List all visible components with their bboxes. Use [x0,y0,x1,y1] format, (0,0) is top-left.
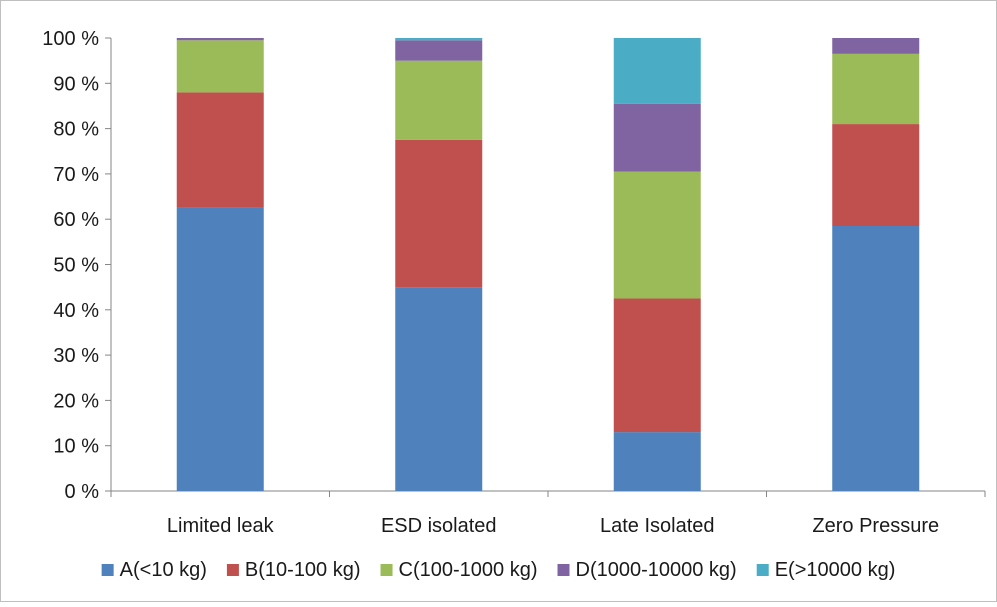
y-tick-label: 50 % [53,255,99,277]
y-tick-label: 70 % [53,164,99,186]
y-tick-label: 10 % [53,436,99,458]
bar-segment-esd-isolated-series-1 [395,287,483,491]
bar-segment-zero-pressure-series-4 [832,38,920,54]
bar-segment-esd-isolated-series-3 [395,60,483,140]
legend-swatch [380,564,393,576]
bar-segment-limited-leak-series-1 [176,207,264,491]
bar-segment-late-isolated-series-2 [613,298,701,433]
y-tick-label: 20 % [53,390,99,412]
bar-segment-late-isolated-series-3 [613,171,701,299]
legend-label: D(1000-10000 kg) [576,559,737,581]
y-tick-label: 100 % [42,28,99,50]
legend-swatch [557,564,570,576]
y-tick-label: 80 % [53,119,99,141]
bar-segment-esd-isolated-series-2 [395,139,483,288]
x-tick-label: ESD isolated [381,515,497,537]
bar-segment-late-isolated-series-1 [613,432,701,491]
x-tick-label: Late Isolated [600,515,715,537]
x-tick-label: Zero Pressure [812,515,939,537]
bar-segment-esd-isolated-series-4 [395,40,483,61]
legend-swatch [756,564,769,576]
y-tick-label: 40 % [53,300,99,322]
bar-segment-zero-pressure-series-1 [832,225,920,491]
legend-label: C(100-1000 kg) [399,559,538,581]
bar-segment-late-isolated-series-4 [613,103,701,172]
y-tick-label: 90 % [53,73,99,95]
bar-segment-zero-pressure-series-3 [832,53,920,125]
legend-label: A(<10 kg) [120,559,207,581]
bar-segment-limited-leak-series-3 [176,40,264,93]
bar-segment-limited-leak-series-2 [176,92,264,208]
legend-label: E(>10000 kg) [775,559,896,581]
y-tick-label: 0 % [65,481,100,503]
bar-segment-esd-isolated-series-5 [395,38,483,41]
bar-segment-late-isolated-series-5 [613,38,701,104]
bar-segment-limited-leak-series-4 [176,38,264,41]
y-tick-label: 60 % [53,209,99,231]
x-tick-label: Limited leak [167,515,275,537]
bar-segment-zero-pressure-series-2 [832,124,920,226]
y-tick-label: 30 % [53,345,99,367]
legend-swatch [226,564,239,576]
legend-label: B(10-100 kg) [245,559,361,581]
legend-swatch [101,564,114,576]
